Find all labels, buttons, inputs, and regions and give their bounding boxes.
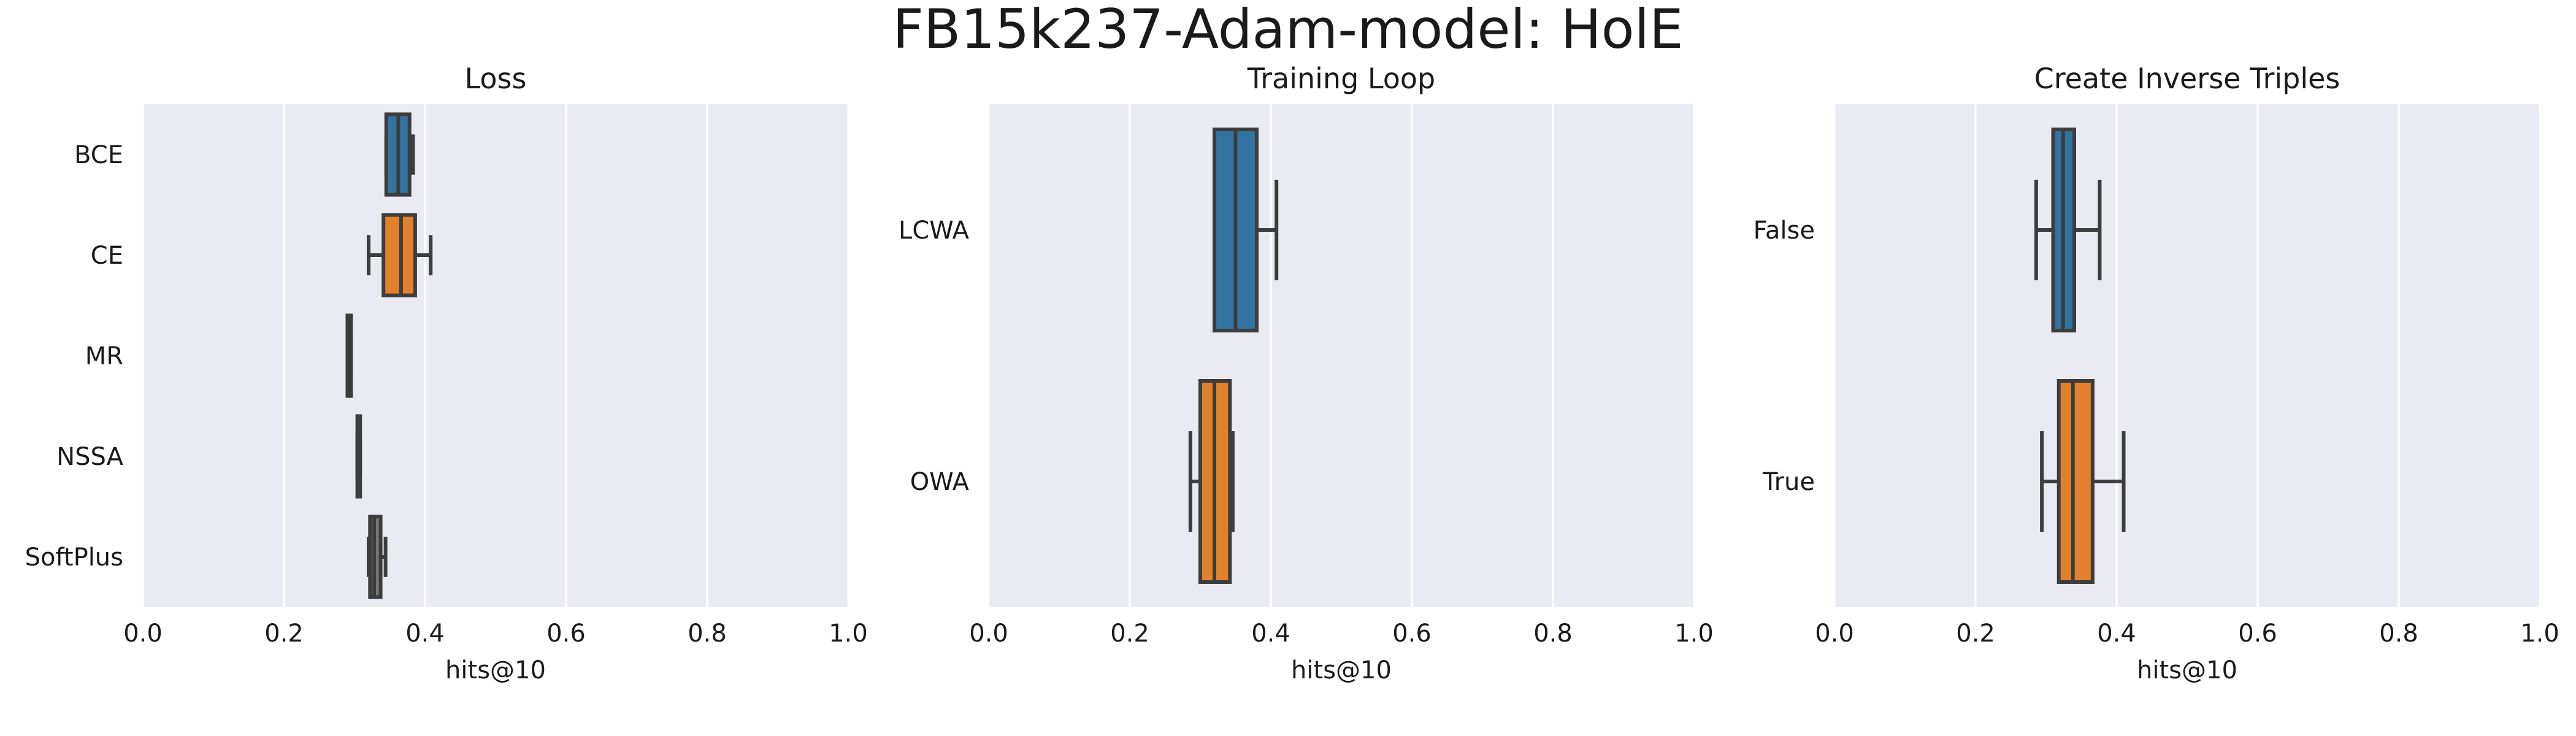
x-tick-label: 0.8 [1533,619,1573,648]
box-iqr [2057,379,2095,584]
x-tick-label: 0.8 [2379,619,2418,648]
panel-1: Loss 0.0 0.2 0.4 0.6 0.8 1.0 hits@10 BCE CE MR NSSA… [25,62,868,684]
y-tick-label: OWA [910,468,970,496]
box-bce [384,112,415,197]
x-tick-label: 0.4 [2097,619,2136,648]
x-tick-label: 0.4 [405,619,445,648]
y-tick-label: MR [85,342,123,370]
y-tick-label: BCE [74,141,123,169]
box-true [2040,379,2126,584]
panel-title: Create Inverse Triples [2034,62,2340,95]
panel-3: Create Inverse Triples 0.0 0.2 0.4 0.6 0.8 1.0… [1754,62,2559,684]
panel-title: Training Loop [1247,62,1435,95]
x-tick-label: 0.0 [1815,619,1854,648]
x-tick-label: 0.6 [546,619,586,648]
panel-title: Loss [465,62,527,95]
x-tick-label: 1.0 [1674,619,1714,648]
y-tick-label: NSSA [56,443,123,471]
box-lcwa [1213,128,1279,332]
panels: Loss 0.0 0.2 0.4 0.6 0.8 1.0 hits@10 BCE CE MR NSSA… [25,62,2559,684]
x-tick-label: 0.0 [969,619,1008,648]
x-tick-label: 0.2 [1956,619,1995,648]
y-tick-label: SoftPlus [25,543,123,572]
x-tick-label: 1.0 [2520,619,2559,648]
box-softplus [367,515,388,599]
plot-area [143,104,848,607]
panel-2: Training Loop 0.0 0.2 0.4 0.6 0.8 1.0 hits@10 LC… [899,62,1714,684]
x-tick-label: 0.8 [688,619,727,648]
y-tick-label: CE [91,242,123,270]
x-axis-label: hits@10 [445,656,546,684]
x-tick-label: 0.0 [123,619,163,648]
x-tick-label: 0.4 [1251,619,1290,648]
y-tick-label: LCWA [899,217,970,245]
box-nssa [355,414,362,499]
x-tick-label: 0.6 [2238,619,2277,648]
box-ce [367,213,433,297]
x-tick-label: 0.2 [264,619,304,648]
y-tick-label: True [1762,468,1815,496]
box-false [2034,128,2102,332]
y-tick-label: False [1754,217,1815,245]
x-tick-label: 0.2 [1110,619,1149,648]
box-owa [1188,379,1235,584]
x-axis-label: hits@10 [2137,656,2237,684]
figure-title: FB15k237-Adam-model: HolE [892,0,1683,61]
box-mr [345,313,353,398]
x-axis-label: hits@10 [1291,656,1392,684]
plot-area [1834,104,2540,607]
plot-area [989,104,1694,607]
x-tick-label: 1.0 [829,619,868,648]
x-tick-label: 0.6 [1392,619,1432,648]
